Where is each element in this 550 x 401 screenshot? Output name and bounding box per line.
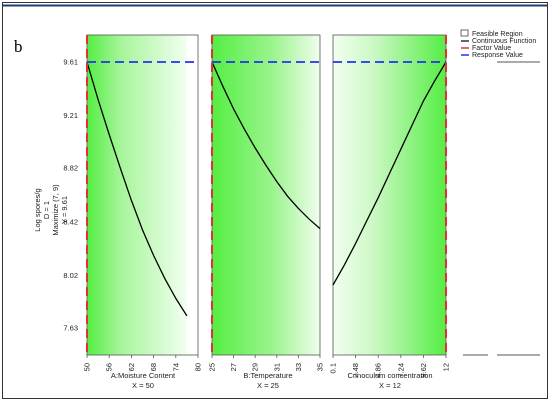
continuous-function-line: [332, 61, 447, 286]
x-tick-label: 74: [171, 363, 180, 371]
x-tick-label: 2.48: [351, 363, 360, 378]
x-setting-inoculum: X = 12: [379, 381, 401, 390]
x-tick-label: 62: [127, 363, 136, 371]
continuous-function-line: [86, 61, 188, 317]
y-tick-label: 8.02: [63, 271, 78, 280]
x-tick-label: 9.62: [419, 363, 428, 378]
x-tick-label: 27: [229, 363, 238, 371]
x-tick-label: 35: [316, 363, 325, 371]
feasible-region: [87, 35, 187, 355]
panel-moisture-content: 50 56 62 68 74 80: [83, 34, 203, 371]
x-tick-label: 56: [105, 363, 114, 371]
x-tick-label: 50: [83, 363, 92, 371]
y-title-line-4: Y = 9.61: [60, 196, 69, 224]
y-title-line-3: Maximize (7, 9): [51, 184, 60, 236]
legend-label-response: Response Value: [472, 52, 523, 59]
x-setting-moisture: X = 50: [132, 381, 154, 390]
y-axis-title: Log spores/g D = 1 Maximize (7, 9) Y = 9…: [33, 184, 69, 236]
y-tick-label: 8.42: [63, 217, 78, 226]
x-tick-label: 25: [208, 363, 217, 371]
legend: Feasible Region Continuous Function Fact…: [460, 29, 536, 59]
y-tick-label: 9.61: [63, 58, 78, 67]
y-tick-label: 8.82: [63, 164, 78, 173]
x-title-inoculum: C:Inoculum concentration: [347, 371, 432, 380]
x-title-temperature: B:Temperature: [243, 371, 292, 380]
x-tick-label: 68: [149, 363, 158, 371]
legend-label-continuous: Continuous Function: [472, 38, 536, 45]
legend-label-factor: Factor Value: [472, 45, 511, 52]
x-tick-label: 33: [294, 363, 303, 371]
legend-label-feasible: Feasible Region: [472, 31, 523, 38]
feasible-region: [212, 35, 320, 355]
feasible-region: [333, 35, 446, 355]
x-tick-label: 0.1: [329, 363, 338, 373]
x-tick-label: 31: [272, 363, 281, 371]
x-tick-label: 29: [251, 363, 260, 371]
panel-label: b: [14, 37, 23, 56]
y-tick-label: 9.21: [63, 111, 78, 120]
y-title-line-1: Log spores/g: [33, 188, 42, 231]
x-setting-temperature: X = 25: [257, 381, 279, 390]
y-tick-label: 7.63: [63, 324, 78, 333]
y-title-line-2: D = 1: [42, 201, 51, 219]
x-tick-label: 12: [442, 363, 451, 371]
panel-temperature: 25 27 29 31 33 35: [208, 34, 325, 371]
x-tick-label: 7.24: [396, 363, 405, 378]
x-tick-label: 4.86: [374, 363, 383, 378]
x-tick-label: 80: [194, 363, 203, 371]
legend-swatch-feasible: [460, 29, 469, 37]
x-title-moisture: A:Moisture Content: [111, 371, 176, 380]
continuous-function-line: [211, 61, 321, 230]
panel-inoculum-concentration: 0.1 2.48 4.86 7.24 9.62 12: [329, 34, 451, 378]
y-axis-ticks: 7.63 8.02 8.42 8.82 9.21 9.61: [63, 58, 78, 333]
